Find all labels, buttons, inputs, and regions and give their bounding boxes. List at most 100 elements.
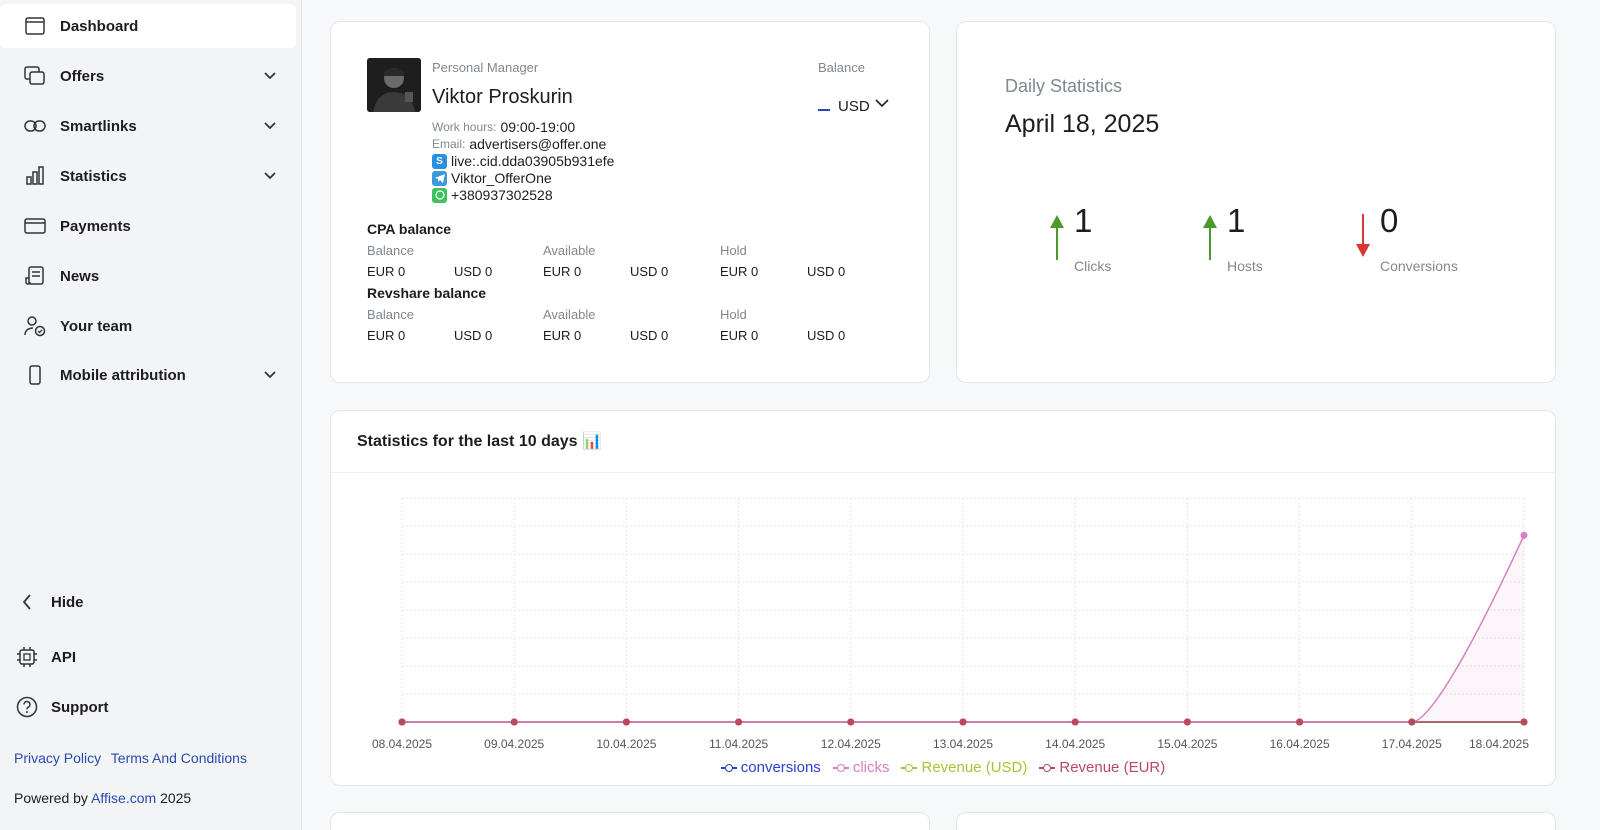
data-point [398,718,406,726]
support-link[interactable]: Support [0,687,296,727]
legend-marker [832,763,849,773]
card-icon [24,215,46,237]
balance-label: Balance [818,60,865,75]
data-point [1183,718,1191,726]
avatar [367,58,421,112]
data-point [1520,718,1528,726]
data-point [622,718,630,726]
x-tick-label: 15.04.2025 [1157,737,1217,751]
revshare-balance-title: Revshare balance [367,285,487,301]
x-tick-label: 11.04.2025 [709,737,768,751]
daily-statistics-date: April 18, 2025 [1005,110,1160,138]
sidebar-item-payments[interactable]: Payments [0,204,296,248]
sidebar-item-label: Mobile attribution [60,366,186,384]
email-value[interactable]: advertisers@offer.one [469,136,607,152]
legend-item-clicks[interactable]: clicks [832,759,889,776]
personal-manager-card: Personal Manager Viktor Proskurin Work h… [330,21,930,383]
revshare-balance-header: Balance [367,307,414,322]
privacy-policy-link[interactable]: Privacy Policy [14,750,102,766]
powered-year: 2025 [160,790,192,806]
currency-select[interactable]: USD [818,98,889,115]
offers-icon [24,65,46,87]
affise-link[interactable]: Affise.com [91,790,157,806]
next-card-left [330,812,930,830]
statistics-card: Statistics for the last 10 days 📊 08.04.… [330,410,1556,786]
sidebar-item-your-team[interactable]: Your team [0,304,296,348]
x-tick-label: 16.04.2025 [1270,737,1330,751]
divider [331,472,1555,473]
legend-item-revenue-eur-[interactable]: Revenue (EUR) [1039,759,1165,776]
telegram-contact[interactable]: Viktor_OfferOne [432,170,552,186]
powered-prefix: Powered by [14,790,88,806]
skype-contact[interactable]: S live:.cid.dda03905b931efe [432,153,614,169]
work-hours-value: 09:00-19:00 [500,119,576,135]
mobile-icon [24,364,46,386]
x-tick-label: 09.04.2025 [484,737,544,751]
metric-label: Conversions [1380,258,1458,274]
sidebar-item-mobile-attribution[interactable]: Mobile attribution [0,353,296,397]
hide-sidebar-button[interactable]: Hide [0,582,296,622]
sidebar-item-label: Statistics [60,167,127,185]
email: Email: advertisers@offer.one [432,136,606,152]
x-tick-label: 10.04.2025 [596,737,656,751]
whatsapp-value: +380937302528 [451,187,553,203]
legend-item-conversions[interactable]: conversions [720,759,821,776]
sidebar-item-label: Offers [60,67,105,85]
whatsapp-contact[interactable]: +380937302528 [432,187,553,203]
manager-name: Viktor Proskurin [432,86,573,108]
statistics-chart: 08.04.2025 09.04.2025 10.04.2025 11.04.2025… [372,497,1529,751]
cpa-balance-title: CPA balance [367,221,452,237]
data-point [1296,718,1304,726]
team-icon [24,315,46,337]
chevron-down-icon[interactable] [263,368,277,382]
telegram-icon [432,170,447,186]
daily-statistics-title: Daily Statistics [1005,76,1123,96]
metric-label: Hosts [1227,258,1263,274]
chevron-down-icon[interactable] [263,69,277,83]
currency-value: USD [838,98,870,115]
data-point [959,718,967,726]
revshare-available-header: Available [543,307,596,322]
dashboard-icon [24,15,46,37]
bar-chart-icon [24,165,46,187]
sidebar-item-smartlinks[interactable]: Smartlinks [0,104,296,148]
cpa-available-header: Available [543,243,596,258]
series-line-clicks [402,535,1525,723]
sidebar-item-statistics[interactable]: Statistics [0,154,296,198]
link-icon [24,115,46,137]
arrow-up-icon [1203,215,1217,260]
data-point [510,718,518,726]
legend-label: Revenue (EUR) [1059,759,1166,776]
x-tick-label: 14.04.2025 [1045,737,1105,751]
legend-label: Revenue (USD) [921,759,1028,776]
revshare-balance-usd: USD 0 [454,328,493,343]
work-hours: Work hours: 09:00-19:00 [432,119,575,135]
legend-item-revenue-usd-[interactable]: Revenue (USD) [901,759,1027,776]
sidebar-item-news[interactable]: News [0,254,296,298]
personal-manager-label: Personal Manager [432,60,539,75]
api-label: API [51,648,77,666]
question-icon [15,695,39,719]
sidebar-item-offers[interactable]: Offers [0,54,296,98]
x-tick-label: 08.04.2025 [372,737,432,751]
legend-marker [1039,763,1056,773]
x-tick-label: 13.04.2025 [933,737,993,751]
x-tick-label: 17.04.2025 [1382,737,1442,751]
terms-link[interactable]: Terms And Conditions [110,750,247,766]
metric-value: 1 [1227,202,1246,239]
whatsapp-icon [432,187,447,203]
revshare-hold-usd: USD 0 [807,328,846,343]
email-label: Email: [432,137,466,151]
statistics-title: Statistics for the last 10 days 📊 [357,433,602,450]
sidebar-item-label: Your team [60,317,133,335]
revshare-balance-eur: EUR 0 [367,328,406,343]
sidebar-item-dashboard[interactable]: Dashboard [0,4,296,48]
chevron-down-icon[interactable] [263,119,277,133]
data-point [1071,718,1079,726]
skype-icon: S [432,153,447,169]
chart-legend: conversions clicks Revenue (USD) Revenue (E… [331,759,1555,776]
data-point [735,718,743,726]
api-link[interactable]: API [0,637,296,677]
chevron-down-icon[interactable] [263,169,277,183]
revshare-hold-header: Hold [720,307,747,322]
